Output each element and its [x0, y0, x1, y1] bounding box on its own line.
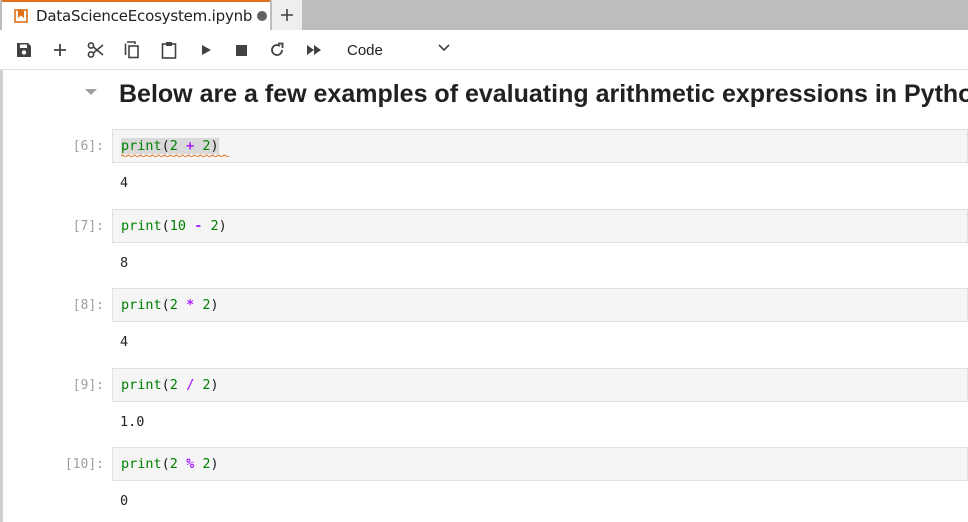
scroll-edge	[0, 70, 3, 522]
restart-run-all-button[interactable]	[302, 38, 326, 62]
cell-output: 4	[120, 334, 129, 350]
cell-prompt: [8]:	[72, 298, 104, 313]
paste-button[interactable]	[157, 38, 181, 62]
cut-icon	[87, 42, 104, 58]
cell-output: 1.0	[120, 414, 145, 430]
code-operator: /	[186, 377, 195, 393]
code-function: print	[121, 218, 162, 234]
code-operator: *	[186, 297, 195, 313]
cell-type-select[interactable]: Code	[338, 37, 458, 63]
plus-icon	[281, 9, 293, 21]
code-operator: +	[186, 138, 195, 154]
run-button[interactable]	[194, 38, 218, 62]
code-function: print	[121, 377, 162, 393]
cell-output: 0	[120, 493, 129, 509]
cut-button[interactable]	[84, 38, 108, 62]
fast-forward-icon	[307, 45, 321, 55]
code-operand: 2	[169, 297, 178, 313]
code-operand: 2	[202, 456, 211, 472]
insert-cell-button[interactable]	[48, 38, 72, 62]
notebook-icon	[14, 9, 28, 23]
code-operator: -	[194, 218, 203, 234]
cell-prompt: [6]:	[72, 139, 104, 154]
code-function: print	[121, 138, 162, 154]
collapse-heading-icon[interactable]	[84, 88, 98, 96]
copy-icon	[124, 41, 139, 59]
notebook-toolbar: Code	[0, 30, 968, 70]
copy-button[interactable]	[120, 38, 144, 62]
cell-prompt: [7]:	[72, 219, 104, 234]
cell-output: 4	[120, 175, 129, 191]
save-icon	[17, 43, 31, 57]
code-line: print(2 / 2)	[121, 377, 219, 393]
code-line: print(2 + 2)	[121, 138, 229, 157]
code-cell-editor[interactable]: print(2 * 2)	[112, 288, 968, 322]
spellcheck-squiggle	[121, 154, 229, 157]
code-cell-editor[interactable]: print(2 + 2)	[112, 129, 968, 163]
code-cell-editor[interactable]: print(2 % 2)	[112, 447, 968, 481]
code-cell-editor[interactable]: print(2 / 2)	[112, 368, 968, 402]
code-line: print(10 - 2)	[121, 218, 227, 234]
code-operand: 2	[169, 377, 178, 393]
code-cell-editor[interactable]: print(10 - 2)	[112, 209, 968, 243]
code-operand: 2	[169, 138, 178, 154]
code-operand: 2	[202, 138, 211, 154]
run-icon	[202, 45, 211, 55]
code-line: print(2 % 2)	[121, 456, 219, 472]
save-button[interactable]	[12, 38, 36, 62]
paste-icon	[161, 42, 177, 59]
cell-type-value: Code	[347, 41, 383, 59]
stop-icon	[235, 44, 247, 56]
interrupt-button[interactable]	[229, 38, 253, 62]
cell-prompt: [9]:	[72, 378, 104, 393]
code-operand: 10	[169, 218, 187, 234]
tab-bar: DataScienceEcosystem.ipynb	[0, 0, 968, 30]
code-operand: 2	[202, 377, 211, 393]
cell-output: 8	[120, 255, 129, 271]
cell-prompt: [10]:	[64, 457, 104, 472]
code-line: print(2 * 2)	[121, 297, 219, 313]
code-operand: 2	[202, 297, 211, 313]
markdown-heading: Below are a few examples of evaluating a…	[119, 80, 968, 108]
tab-title: DataScienceEcosystem.ipynb	[36, 7, 253, 25]
chevron-down-icon	[438, 44, 450, 52]
code-operand: 2	[169, 456, 178, 472]
unsaved-indicator-icon[interactable]	[257, 11, 268, 21]
code-function: print	[121, 456, 162, 472]
code-operator: %	[186, 456, 195, 472]
code-function: print	[121, 297, 162, 313]
restart-icon	[271, 42, 284, 56]
restart-button[interactable]	[265, 38, 289, 62]
new-tab-button[interactable]	[272, 0, 302, 30]
notebook-tab[interactable]: DataScienceEcosystem.ipynb	[2, 0, 270, 30]
plus-icon	[54, 44, 66, 56]
code-operand: 2	[210, 218, 219, 234]
